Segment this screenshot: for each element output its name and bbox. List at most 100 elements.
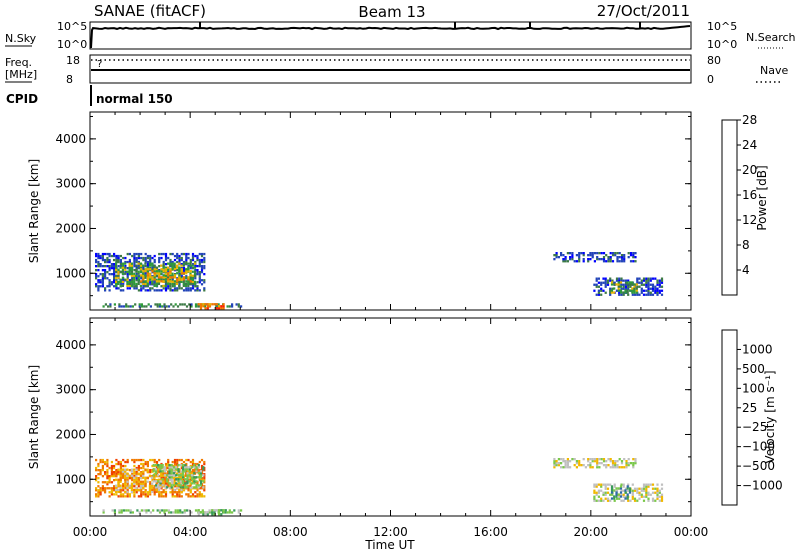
data-cell bbox=[200, 269, 204, 272]
data-cell bbox=[140, 493, 143, 496]
data-cell bbox=[146, 268, 149, 271]
data-cell bbox=[188, 509, 191, 512]
data-cell bbox=[124, 472, 127, 475]
data-cell bbox=[130, 474, 133, 477]
data-cell bbox=[609, 256, 612, 259]
data-cell bbox=[149, 260, 152, 264]
data-cell bbox=[153, 276, 156, 279]
data-cell bbox=[200, 271, 204, 274]
data-cell bbox=[614, 466, 617, 469]
data-cell bbox=[167, 287, 170, 290]
data-cell bbox=[168, 464, 171, 467]
data-cell bbox=[121, 276, 124, 279]
data-cell bbox=[182, 260, 186, 264]
data-cell bbox=[167, 460, 170, 464]
data-cell bbox=[628, 281, 632, 284]
data-cell bbox=[631, 483, 634, 486]
data-cell bbox=[617, 487, 620, 490]
data-cell bbox=[164, 266, 167, 269]
data-cell bbox=[198, 495, 201, 498]
colorbar-tick-label: 4 bbox=[742, 263, 750, 277]
data-cell bbox=[121, 262, 124, 265]
data-cell bbox=[196, 493, 199, 496]
data-cell bbox=[164, 270, 168, 273]
data-cell bbox=[97, 256, 100, 260]
data-cell bbox=[633, 289, 636, 292]
data-cell bbox=[144, 273, 147, 276]
data-cell bbox=[660, 289, 664, 292]
data-cell bbox=[190, 476, 194, 479]
data-cell bbox=[151, 256, 154, 260]
data-cell bbox=[598, 252, 601, 255]
data-cell bbox=[125, 509, 128, 512]
data-cell bbox=[104, 273, 107, 276]
data-cell bbox=[656, 291, 659, 294]
data-cell bbox=[600, 485, 603, 488]
data-cell bbox=[199, 303, 203, 306]
data-cell bbox=[224, 511, 227, 514]
data-cell bbox=[181, 474, 185, 477]
freq-tick-top: 18 bbox=[66, 54, 80, 67]
data-cell bbox=[602, 256, 606, 259]
data-cell bbox=[115, 264, 118, 267]
data-cell bbox=[159, 470, 162, 473]
data-cell bbox=[166, 478, 169, 481]
data-cell bbox=[220, 307, 223, 310]
data-cell bbox=[162, 270, 165, 273]
data-cell bbox=[126, 480, 129, 483]
data-cell bbox=[178, 283, 181, 286]
data-cell bbox=[95, 252, 98, 256]
data-cell bbox=[196, 273, 199, 276]
data-cell bbox=[97, 491, 100, 494]
data-cell bbox=[187, 284, 190, 287]
freq-panel-frame bbox=[89, 54, 692, 84]
data-cell bbox=[614, 464, 617, 467]
data-cell bbox=[171, 264, 174, 267]
data-cell bbox=[154, 480, 158, 483]
data-cell bbox=[149, 274, 152, 277]
data-cell bbox=[600, 458, 603, 461]
data-cell bbox=[175, 482, 178, 485]
power-colorbar-label: Power [dB] bbox=[755, 165, 769, 230]
data-cell bbox=[122, 489, 125, 492]
data-cell bbox=[627, 458, 630, 461]
data-cell bbox=[142, 282, 145, 285]
data-cell bbox=[631, 293, 634, 296]
data-cell bbox=[135, 474, 138, 477]
data-cell bbox=[153, 268, 156, 271]
data-cell bbox=[164, 464, 168, 468]
data-cell bbox=[180, 287, 183, 290]
data-cell bbox=[158, 274, 161, 277]
data-cell bbox=[651, 285, 655, 288]
data-cell bbox=[582, 252, 585, 255]
data-cell bbox=[99, 281, 102, 284]
data-cell bbox=[197, 305, 200, 308]
data-cell bbox=[97, 495, 100, 498]
data-cell bbox=[560, 466, 563, 469]
data-cell bbox=[166, 262, 170, 265]
data-cell bbox=[175, 264, 179, 267]
data-cell bbox=[137, 256, 140, 260]
data-cell bbox=[113, 485, 116, 488]
data-cell bbox=[155, 268, 158, 271]
data-cell bbox=[633, 285, 636, 288]
data-cell bbox=[154, 464, 158, 467]
data-cell bbox=[187, 495, 190, 498]
data-cell bbox=[181, 466, 185, 469]
data-cell bbox=[200, 479, 204, 482]
data-cell bbox=[196, 489, 199, 492]
data-cell bbox=[178, 256, 181, 260]
data-cell bbox=[173, 476, 176, 479]
data-cell bbox=[175, 478, 178, 481]
data-cell bbox=[233, 509, 236, 512]
data-cell bbox=[157, 482, 161, 485]
colorbar-tick-label: 25 bbox=[742, 401, 757, 415]
data-cell bbox=[104, 303, 107, 306]
data-cell bbox=[179, 464, 182, 467]
data-cell bbox=[106, 265, 109, 268]
nsearch-label: N.Search bbox=[746, 31, 796, 44]
data-cell bbox=[113, 277, 116, 280]
data-cell bbox=[164, 256, 168, 260]
data-cell bbox=[146, 470, 149, 473]
data-cell bbox=[99, 473, 102, 476]
